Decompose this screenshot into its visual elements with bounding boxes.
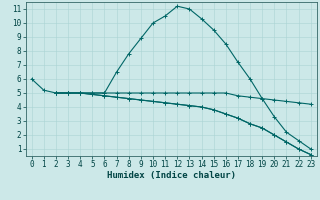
- X-axis label: Humidex (Indice chaleur): Humidex (Indice chaleur): [107, 171, 236, 180]
